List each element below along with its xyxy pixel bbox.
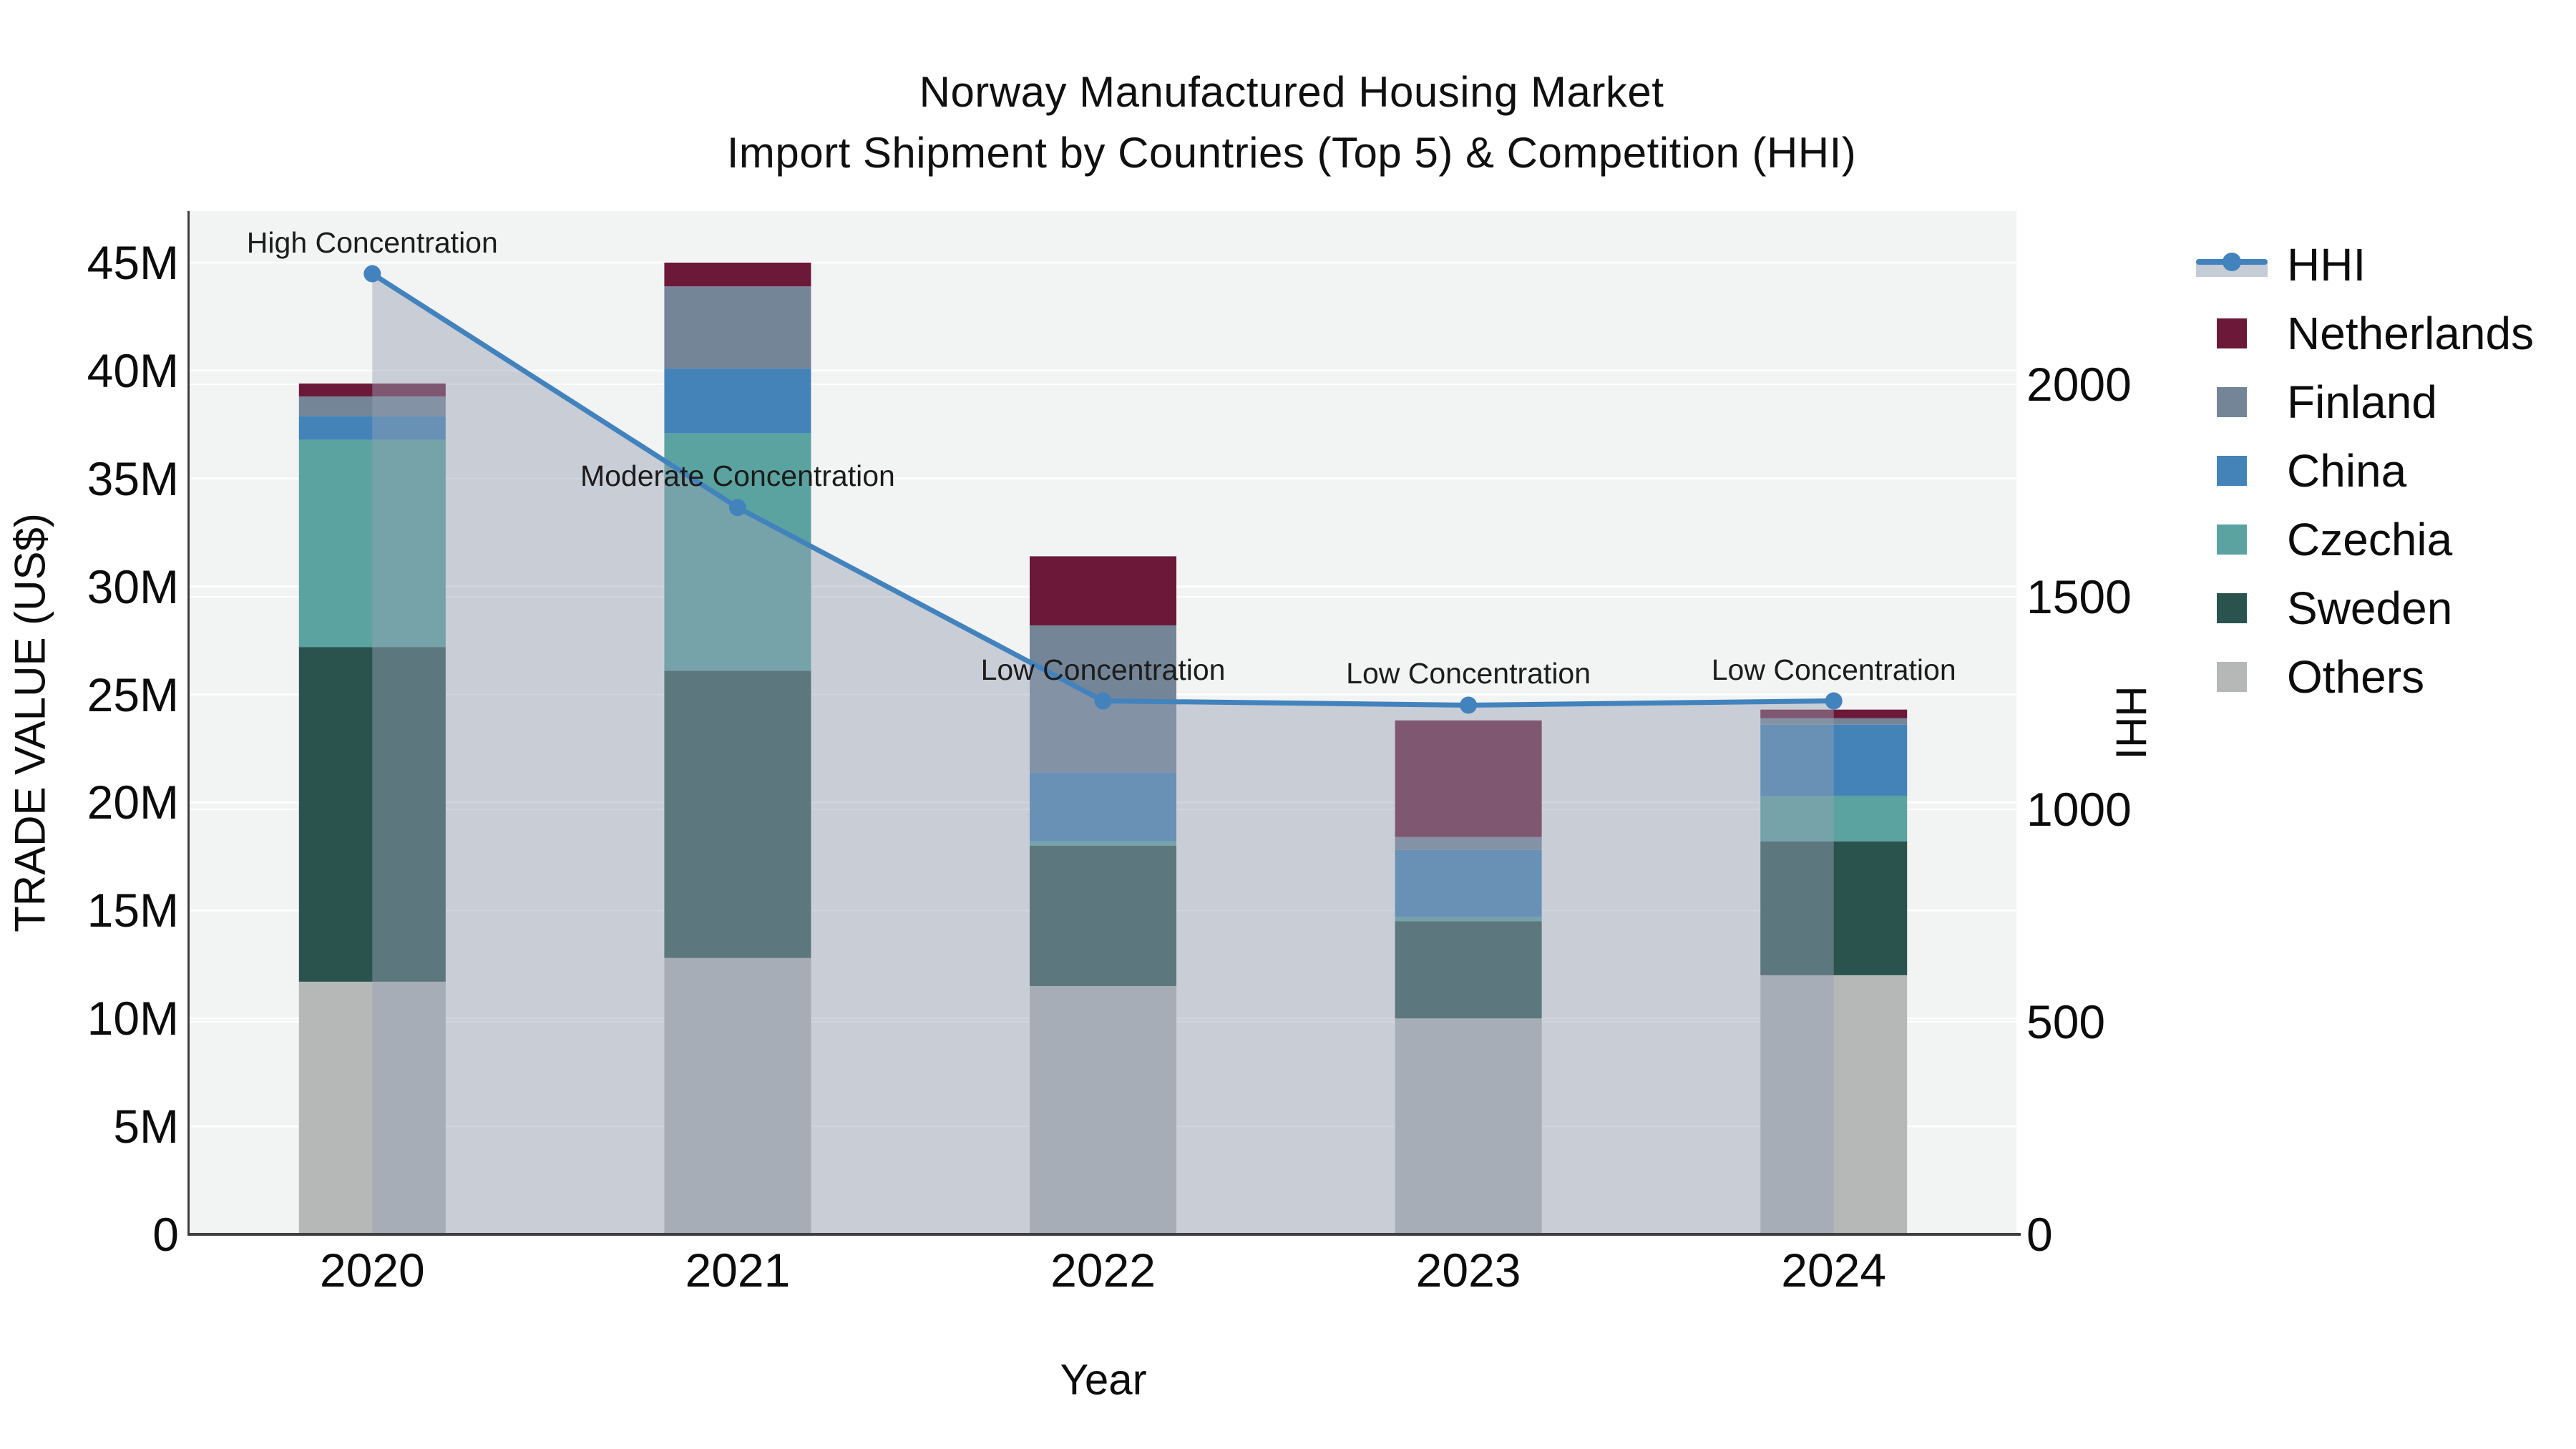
- bar-segment-czechia-2022[interactable]: [1030, 841, 1176, 846]
- legend-label-sweden: Sweden: [2287, 582, 2453, 634]
- chart-title-line1: Norway Manufactured Housing Market: [919, 68, 1664, 116]
- bar-segment-china-2022[interactable]: [1030, 772, 1176, 841]
- x-tick-2020: 2020: [319, 1244, 425, 1297]
- bar-segment-czechia-2021[interactable]: [664, 433, 811, 671]
- hhi-marker-2020[interactable]: [364, 265, 381, 283]
- bar-segment-others-2023[interactable]: [1395, 1018, 1542, 1234]
- y-left-tick-35M: 35M: [87, 452, 179, 505]
- y-left-tick-25M: 25M: [87, 668, 179, 721]
- legend-swatch-china: [2217, 456, 2247, 486]
- bar-segment-others-2020[interactable]: [298, 981, 446, 1234]
- y-right-tick-0: 0: [2026, 1208, 2053, 1261]
- legend-swatch-czechia: [2217, 525, 2247, 555]
- legend-swatch-others: [2217, 662, 2247, 692]
- bar-segment-netherlands-2023[interactable]: [1395, 720, 1542, 837]
- y-right-axis-title: HHI: [2107, 686, 2155, 760]
- hhi-line-legend-icon: [2196, 253, 2268, 277]
- hhi-marker-2024[interactable]: [1825, 692, 1843, 710]
- legend-item-czechia[interactable]: Czechia: [2190, 505, 2534, 574]
- bar-segment-china-2020[interactable]: [298, 416, 446, 440]
- x-tick-2023: 2023: [1415, 1244, 1521, 1297]
- legend-label-netherlands: Netherlands: [2287, 308, 2534, 359]
- legend-label-hhi: HHI: [2287, 239, 2366, 291]
- y-left-tick-15M: 15M: [87, 884, 179, 937]
- x-tick-2022: 2022: [1050, 1244, 1156, 1297]
- legend-item-sweden[interactable]: Sweden: [2190, 574, 2534, 643]
- legend-item-hhi[interactable]: HHI: [2190, 230, 2534, 299]
- bar-segment-sweden-2023[interactable]: [1395, 921, 1542, 1019]
- bar-segment-czechia-2024[interactable]: [1760, 796, 1908, 841]
- bar-segment-netherlands-2022[interactable]: [1030, 556, 1176, 625]
- y-right-tick-500: 500: [2026, 995, 2106, 1048]
- x-tick-2024: 2024: [1781, 1244, 1887, 1297]
- legend-label-finland: Finland: [2287, 376, 2437, 428]
- annotation-2024: Low Concentration: [1711, 653, 1956, 686]
- x-axis-spine: [187, 1233, 2021, 1236]
- legend-swatch-finland: [2217, 387, 2247, 417]
- bar-segment-sweden-2020[interactable]: [298, 647, 446, 982]
- y-right-tick-1000: 1000: [2026, 783, 2132, 836]
- y-right-tick-1500: 1500: [2026, 570, 2132, 623]
- legend-label-czechia: Czechia: [2287, 514, 2453, 565]
- x-axis-title: Year: [1060, 1355, 1147, 1404]
- y-left-tick-20M: 20M: [87, 776, 179, 829]
- legend: HHI Netherlands Finland China Czechia Sweden O…: [2190, 230, 2534, 711]
- y-right-tick-2000: 2000: [2026, 358, 2132, 411]
- bar-segment-others-2022[interactable]: [1030, 985, 1176, 1234]
- bar-segment-china-2023[interactable]: [1395, 849, 1542, 917]
- bar-segment-china-2024[interactable]: [1760, 724, 1908, 796]
- legend-item-china[interactable]: China: [2190, 436, 2534, 505]
- legend-swatch-sweden: [2217, 593, 2247, 623]
- y-left-tick-45M: 45M: [87, 236, 179, 289]
- bar-segment-netherlands-2020[interactable]: [298, 383, 446, 397]
- y-left-tick-5M: 5M: [113, 1100, 179, 1153]
- hhi-marker-2023[interactable]: [1460, 696, 1478, 714]
- bar-segment-sweden-2022[interactable]: [1030, 845, 1176, 986]
- y-left-tick-40M: 40M: [87, 343, 179, 397]
- bar-segment-others-2024[interactable]: [1760, 975, 1908, 1234]
- y-axis-spine: [187, 211, 190, 1234]
- chart-title-line2: Import Shipment by Countries (Top 5) & C…: [726, 129, 1857, 177]
- legend-item-finland[interactable]: Finland: [2190, 368, 2534, 436]
- y-left-tick-30M: 30M: [87, 560, 179, 613]
- bar-segment-czechia-2023[interactable]: [1395, 917, 1542, 922]
- bar-segment-finland-2020[interactable]: [298, 396, 446, 416]
- annotation-2022: Low Concentration: [980, 653, 1226, 686]
- legend-item-others[interactable]: Others: [2190, 643, 2534, 711]
- bar-segment-netherlands-2021[interactable]: [664, 263, 811, 287]
- bar-segment-sweden-2021[interactable]: [664, 670, 811, 958]
- bar-segment-others-2021[interactable]: [664, 957, 811, 1234]
- legend-label-others: Others: [2287, 651, 2425, 703]
- y-left-axis-title: TRADE VALUE (US$): [6, 513, 54, 932]
- hhi-marker-2022[interactable]: [1094, 692, 1112, 710]
- bar-segment-china-2021[interactable]: [664, 368, 811, 434]
- bar-segment-sweden-2024[interactable]: [1760, 841, 1908, 975]
- legend-label-china: China: [2287, 445, 2407, 497]
- bar-segment-czechia-2020[interactable]: [298, 439, 446, 648]
- annotation-2020: High Concentration: [246, 225, 498, 259]
- y-left-tick-0: 0: [152, 1208, 179, 1261]
- annotation-2021: Moderate Concentration: [580, 459, 895, 493]
- bar-segment-finland-2023[interactable]: [1395, 836, 1542, 850]
- legend-swatch-netherlands: [2217, 318, 2247, 348]
- legend-item-netherlands[interactable]: Netherlands: [2190, 299, 2534, 368]
- bar-segment-finland-2024[interactable]: [1760, 718, 1908, 725]
- annotation-2023: Low Concentration: [1346, 657, 1591, 691]
- x-tick-2021: 2021: [685, 1244, 791, 1297]
- hhi-marker-2021[interactable]: [728, 499, 746, 517]
- y-left-tick-10M: 10M: [87, 992, 179, 1045]
- bar-segment-finland-2021[interactable]: [664, 286, 811, 369]
- bar-segment-netherlands-2024[interactable]: [1760, 709, 1908, 718]
